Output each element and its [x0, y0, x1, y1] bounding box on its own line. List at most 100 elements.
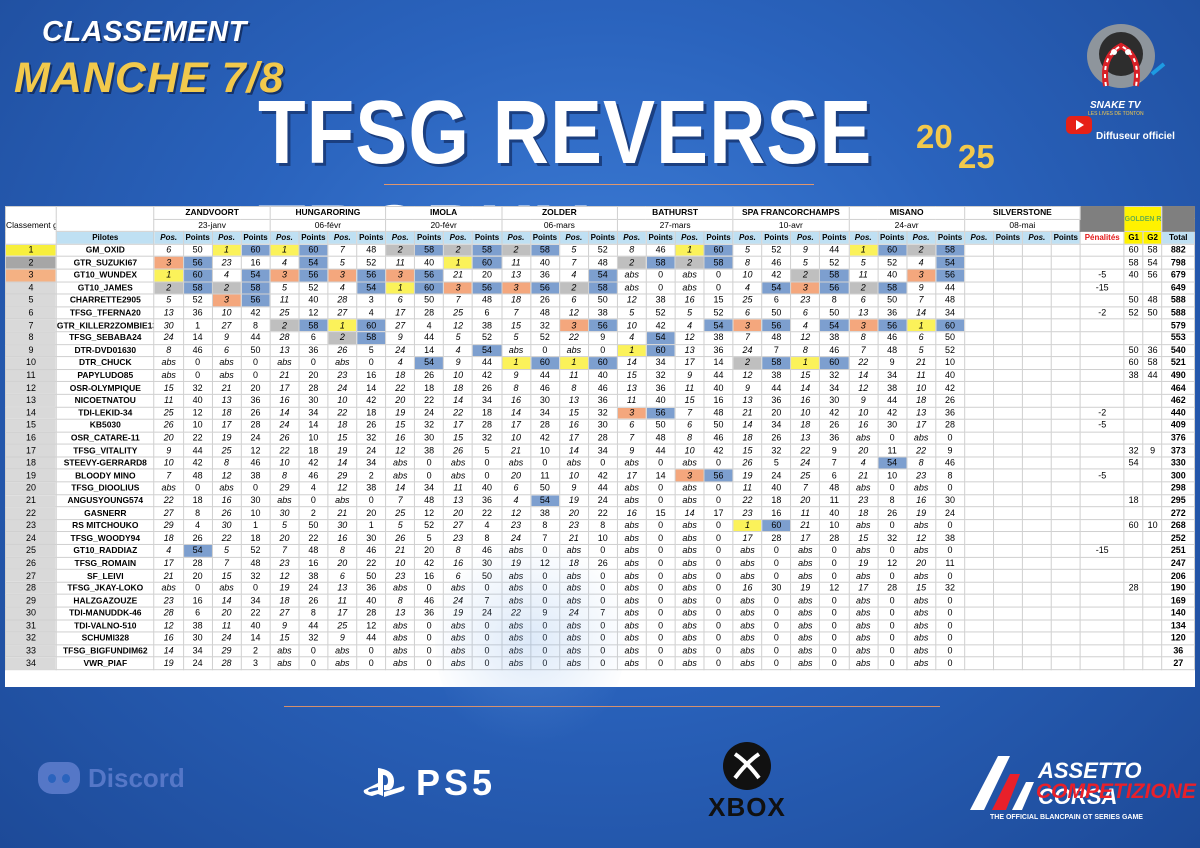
g1-cell: 18	[1123, 493, 1144, 508]
pilot-name: GM_OXID	[55, 243, 155, 258]
points-cell: 56	[298, 268, 329, 283]
position-cell: 5	[732, 243, 763, 258]
position-cell: abs	[906, 518, 937, 533]
total-cell: 190	[1161, 581, 1196, 596]
points-cell: 8	[472, 531, 503, 545]
position-cell: 26	[153, 418, 184, 433]
pilot-name: GT10_WUNDEX	[55, 268, 155, 283]
points-cell: 36	[761, 393, 792, 408]
points-cell: 44	[414, 331, 445, 345]
track-name: BATHURST	[616, 206, 734, 220]
points-cell: 46	[529, 381, 560, 395]
empty-cell	[1050, 581, 1081, 596]
points-cell: 20	[761, 406, 792, 420]
total-cell: 798	[1161, 256, 1196, 270]
points-cell: 0	[877, 631, 908, 646]
points-cell: 15	[645, 506, 676, 520]
position-cell: 2	[501, 243, 531, 258]
position-cell: 17	[616, 468, 647, 483]
empty-cell	[1050, 606, 1081, 621]
points-cell: 0	[703, 481, 734, 495]
points-cell: 60	[819, 356, 850, 370]
points-cell: 0	[935, 544, 965, 558]
position-cell: abs	[848, 431, 879, 445]
position-cell: 11	[501, 256, 531, 270]
position-cell: 25	[327, 619, 358, 633]
points-cell: 60	[182, 268, 213, 283]
position-cell: 8	[616, 243, 647, 258]
position-cell: 25	[385, 506, 416, 520]
track-name: HUNGARORING	[269, 206, 387, 220]
points-cell: 0	[761, 631, 792, 646]
position-cell: 16	[385, 431, 416, 445]
position-cell: 21	[732, 406, 763, 420]
empty-cell	[963, 268, 994, 283]
points-cell: 0	[935, 644, 965, 658]
track-date: 24-avr	[848, 218, 965, 233]
points-cell: 20	[356, 506, 387, 520]
position-cell: 8	[906, 456, 937, 470]
points-cell: 7	[529, 531, 560, 545]
position-cell: 15	[153, 381, 184, 395]
position-cell: abs	[616, 518, 647, 533]
empty-cell	[992, 243, 1023, 258]
points-cell: 0	[356, 644, 387, 658]
position-cell: 20	[906, 556, 937, 571]
empty-cell	[1050, 656, 1081, 671]
points-cell: 0	[877, 594, 908, 608]
points-cell: 0	[819, 606, 850, 621]
points-cell: 0	[414, 644, 445, 658]
points-cell: 48	[414, 493, 445, 508]
g1-cell: 60	[1123, 518, 1144, 533]
points-cell: 0	[356, 356, 387, 370]
total-cell: 140	[1161, 606, 1196, 621]
rank-cell: 16	[4, 431, 57, 445]
points-cell: 0	[240, 581, 271, 596]
pilots-header-blank	[55, 205, 155, 233]
position-cell: abs	[327, 656, 358, 671]
points-cell: 42	[529, 431, 560, 445]
position-cell: 2	[269, 318, 300, 333]
points-cell: 0	[819, 544, 850, 558]
position-cell: 4	[848, 456, 879, 470]
points-cell: 54	[877, 456, 908, 470]
position-cell: 19	[153, 656, 184, 671]
total-cell: 490	[1161, 368, 1196, 383]
points-cell: 60	[703, 243, 734, 258]
discord-logo[interactable]: Discord	[38, 762, 185, 794]
pos-header: Pos.	[501, 231, 531, 245]
points-cell: 54	[645, 331, 676, 345]
points-cell: 0	[877, 619, 908, 633]
position-cell: 4	[501, 493, 531, 508]
position-cell: abs	[269, 493, 300, 508]
points-cell: 12	[819, 581, 850, 596]
points-cell: 50	[529, 481, 560, 495]
points-cell: 0	[819, 644, 850, 658]
g1-cell: 60	[1123, 356, 1144, 370]
points-cell: 40	[645, 393, 676, 408]
points-cell: 0	[703, 631, 734, 646]
position-cell: 7	[269, 544, 300, 558]
youtube-icon[interactable]	[1066, 116, 1092, 134]
points-cell: 5	[761, 456, 792, 470]
points-cell: 6	[472, 306, 503, 320]
penalty-cell	[1079, 619, 1125, 633]
points-cell: 44	[703, 368, 734, 383]
empty-cell	[1021, 431, 1052, 445]
empty-cell	[992, 606, 1023, 621]
total-cell: 169	[1161, 594, 1196, 608]
penalty-cell	[1079, 569, 1125, 583]
position-cell: 7	[501, 306, 531, 320]
total-cell: 247	[1161, 556, 1196, 571]
position-cell: 7	[443, 293, 474, 308]
points-cell: 0	[182, 581, 213, 596]
position-cell: 11	[674, 381, 705, 395]
empty-cell	[992, 456, 1023, 470]
g1-cell	[1123, 619, 1144, 633]
points-cell: 0	[240, 368, 271, 383]
table-row: 22 GASNERR 27 8 26 10 30 2 21 20 25 12 20 22 12 38 20 22 1…	[4, 506, 1196, 520]
points-cell: 36	[819, 431, 850, 445]
position-cell: 14	[906, 306, 937, 320]
position-cell: abs	[674, 531, 705, 545]
penalty-cell	[1079, 331, 1125, 345]
